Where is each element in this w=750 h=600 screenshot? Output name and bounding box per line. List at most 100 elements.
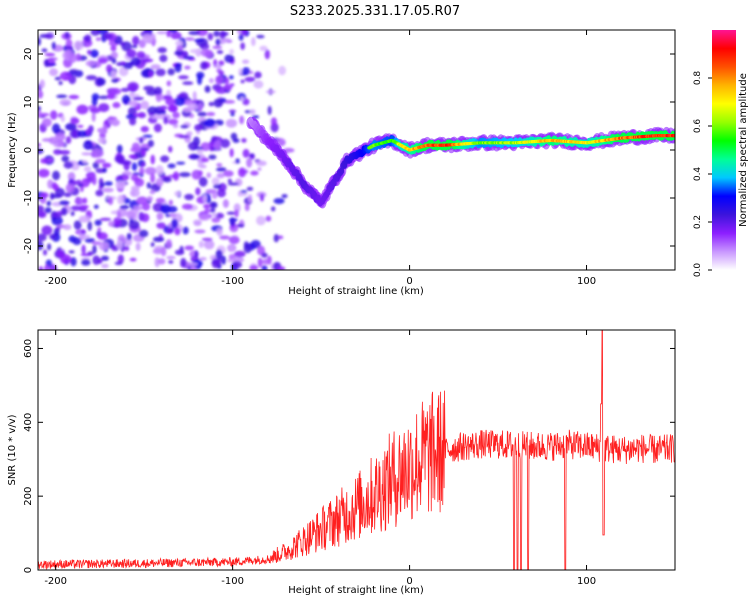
spectrogram-blob xyxy=(82,234,91,239)
spectrogram-blob xyxy=(230,112,235,117)
spectrogram-blob xyxy=(226,211,237,215)
spectrogram-blob xyxy=(238,68,244,75)
spectrogram-blob xyxy=(133,96,144,101)
spectrogram-blob xyxy=(256,34,265,39)
spectrogram-blob xyxy=(65,45,74,50)
spectrogram-blob xyxy=(70,117,80,125)
spectrogram-blob xyxy=(128,117,137,126)
spectrogram-blob xyxy=(90,30,100,36)
spectrogram-blob xyxy=(95,37,101,42)
spectrogram-blob xyxy=(51,41,56,50)
spectrogram-blob xyxy=(209,207,216,213)
spectrogram-blob xyxy=(108,220,115,227)
spectrogram-blob xyxy=(159,54,168,63)
spectrogram-blob xyxy=(47,243,52,251)
spectrogram-blob xyxy=(44,32,55,39)
spectrogram-blob xyxy=(128,154,137,159)
spectrogram-blob xyxy=(38,110,42,119)
spectrogram-blob xyxy=(151,115,163,119)
spectrogram-blob xyxy=(52,170,60,181)
spectrogram-blob xyxy=(155,68,166,77)
spectrogram-blob xyxy=(107,33,114,39)
spectrogram-ylabel: Frequency (Hz) xyxy=(7,112,18,188)
spectrogram-blob xyxy=(91,112,96,122)
spectrogram-blob xyxy=(203,239,215,250)
spectrogram-blob xyxy=(44,52,56,57)
spectrogram-blob xyxy=(63,161,74,169)
spectrogram-blob xyxy=(195,187,201,196)
spectrogram-blob xyxy=(157,258,166,265)
spectrogram-blob xyxy=(213,98,223,108)
spectrogram-blob xyxy=(120,87,130,93)
spectrogram-blob xyxy=(65,39,73,48)
spectrogram-blob xyxy=(68,250,75,254)
spectrogram-blob xyxy=(149,189,156,195)
spectrogram-blob xyxy=(82,197,88,204)
colorbar-tick-label: 0.0 xyxy=(693,263,703,278)
spectrogram-blob xyxy=(238,167,247,178)
spectrogram-blob xyxy=(172,111,180,119)
spectrogram-blob xyxy=(167,68,175,76)
spectrogram-blob xyxy=(99,182,105,188)
y-tick-label: 200 xyxy=(23,487,34,506)
spectrogram-blob xyxy=(84,237,96,243)
spectrogram-blob xyxy=(101,263,109,269)
spectrogram-blob xyxy=(198,213,211,221)
x-tick-label: 100 xyxy=(577,276,596,287)
spectrogram-blob xyxy=(174,249,185,256)
spectrogram-blob xyxy=(131,142,141,151)
spectrogram-blob xyxy=(83,166,92,173)
spectrogram-blob xyxy=(240,96,245,102)
spectrogram-blob xyxy=(70,211,75,217)
spectrogram-blob xyxy=(193,220,202,227)
spectrogram-blob xyxy=(215,212,225,219)
spectrogram-blob xyxy=(68,235,77,243)
spectrogram-xlabel: Height of straight line (km) xyxy=(288,286,424,297)
spectrogram-blob xyxy=(155,197,166,203)
spectrogram-blob xyxy=(220,31,229,37)
spectrogram-blob xyxy=(247,194,253,203)
spectrogram-blob xyxy=(59,71,72,81)
spectrogram-blob xyxy=(39,79,45,89)
spectrogram-blob xyxy=(168,118,179,125)
spectrogram-blob xyxy=(81,178,90,188)
spectrogram-blob xyxy=(65,136,72,144)
spectrogram-blob xyxy=(94,158,106,164)
spectrogram-blob xyxy=(74,197,84,206)
x-tick-label: -200 xyxy=(44,276,67,287)
spectrogram-blob xyxy=(257,257,263,268)
spectrogram-blob xyxy=(143,85,155,91)
spectrogram-blob xyxy=(128,92,135,97)
spectrogram-blob xyxy=(140,100,150,110)
snr-ylabel: SNR (10 * v/v) xyxy=(7,414,18,485)
spectrogram-blob xyxy=(148,70,154,78)
y-tick-label: 0 xyxy=(23,567,34,573)
spectrogram-blob xyxy=(122,175,129,180)
spectrogram-blob xyxy=(229,217,236,227)
spectrogram-blob xyxy=(80,229,86,235)
spectrogram-blob xyxy=(241,30,248,36)
spectrogram-blob xyxy=(222,199,229,208)
spectrogram-blob xyxy=(72,128,78,139)
spectrogram-blob xyxy=(208,101,215,107)
spectrogram-blob xyxy=(203,204,211,209)
spectrogram-blob xyxy=(85,75,98,81)
colorbar-tick-label: 0.2 xyxy=(693,215,703,229)
snr-ticks: -200 -100 0 100 0 200 400 600 xyxy=(23,330,675,587)
spectrogram-blob xyxy=(38,240,44,251)
spectrogram-blob xyxy=(105,64,113,73)
spectrogram-blob xyxy=(147,139,155,148)
spectrogram-blob xyxy=(41,225,53,236)
spectrogram-blob xyxy=(140,148,147,156)
spectrogram-blob xyxy=(157,47,167,54)
snr-frame xyxy=(37,329,676,571)
spectrogram-blob xyxy=(110,69,117,79)
spectrogram-blob xyxy=(38,106,41,112)
spectrogram-blob xyxy=(46,63,57,67)
spectrogram-blob xyxy=(197,74,203,85)
spectrogram-blob xyxy=(135,242,141,251)
spectrogram-blob xyxy=(182,81,194,86)
spectrogram-blob xyxy=(211,192,218,199)
spectrogram-blob xyxy=(244,76,256,82)
